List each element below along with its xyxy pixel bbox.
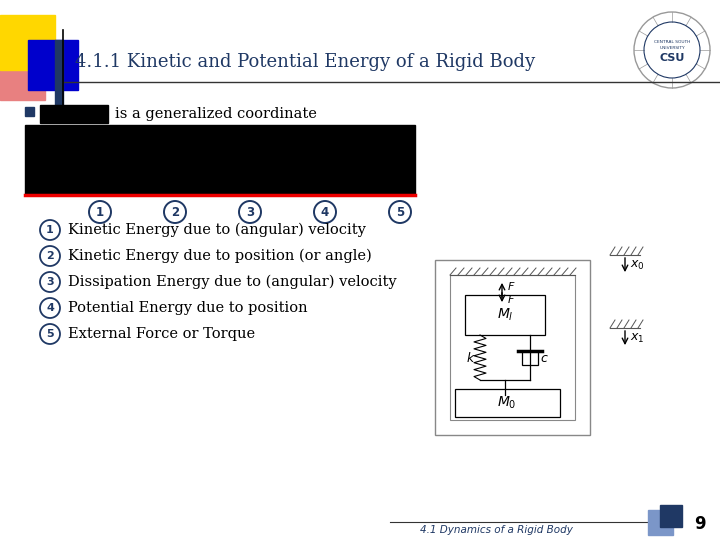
Text: 1: 1 xyxy=(46,225,54,235)
Text: $c$: $c$ xyxy=(540,352,549,365)
Text: 4.1 Dynamics of a Rigid Body: 4.1 Dynamics of a Rigid Body xyxy=(420,525,573,535)
Text: Kinetic Energy due to (angular) velocity: Kinetic Energy due to (angular) velocity xyxy=(68,223,366,237)
Text: 2: 2 xyxy=(46,251,54,261)
Text: External Force or Torque: External Force or Torque xyxy=(68,327,255,341)
Text: 3: 3 xyxy=(46,277,54,287)
Bar xyxy=(0,55,45,100)
Text: 4.1.1 Kinetic and Potential Energy of a Rigid Body: 4.1.1 Kinetic and Potential Energy of a … xyxy=(75,53,535,71)
Text: $x_1$: $x_1$ xyxy=(630,332,644,345)
Text: $F$: $F$ xyxy=(507,293,516,305)
Text: UNIVERSITY: UNIVERSITY xyxy=(660,46,685,50)
Text: Potential Energy due to position: Potential Energy due to position xyxy=(68,301,307,315)
Text: 2: 2 xyxy=(171,206,179,219)
Text: $k$: $k$ xyxy=(466,351,476,365)
Bar xyxy=(522,351,538,365)
Bar xyxy=(40,105,108,123)
Text: 1: 1 xyxy=(96,206,104,219)
Text: 5: 5 xyxy=(46,329,54,339)
Text: $M_l$: $M_l$ xyxy=(497,307,513,323)
Text: 9: 9 xyxy=(694,515,706,533)
Text: 5: 5 xyxy=(396,206,404,219)
Text: $F$: $F$ xyxy=(507,280,516,292)
Text: $x_0$: $x_0$ xyxy=(630,259,644,272)
Text: $M_0$: $M_0$ xyxy=(498,395,517,411)
Bar xyxy=(0,15,55,70)
Text: Dissipation Energy due to (angular) velocity: Dissipation Energy due to (angular) velo… xyxy=(68,275,397,289)
Bar xyxy=(450,275,575,420)
Bar xyxy=(660,505,682,527)
Bar xyxy=(465,295,545,335)
Text: CSU: CSU xyxy=(660,53,685,63)
Bar xyxy=(25,107,34,116)
Bar xyxy=(455,389,560,417)
Bar xyxy=(435,260,590,435)
Bar xyxy=(25,125,415,195)
Text: Kinetic Energy due to position (or angle): Kinetic Energy due to position (or angle… xyxy=(68,249,372,263)
Text: CENTRAL SOUTH: CENTRAL SOUTH xyxy=(654,40,690,44)
Text: 4: 4 xyxy=(46,303,54,313)
Text: is a generalized coordinate: is a generalized coordinate xyxy=(115,107,317,121)
Bar xyxy=(648,510,673,535)
Bar xyxy=(55,40,63,110)
Text: 3: 3 xyxy=(246,206,254,219)
Bar xyxy=(28,40,78,90)
Text: 4: 4 xyxy=(321,206,329,219)
